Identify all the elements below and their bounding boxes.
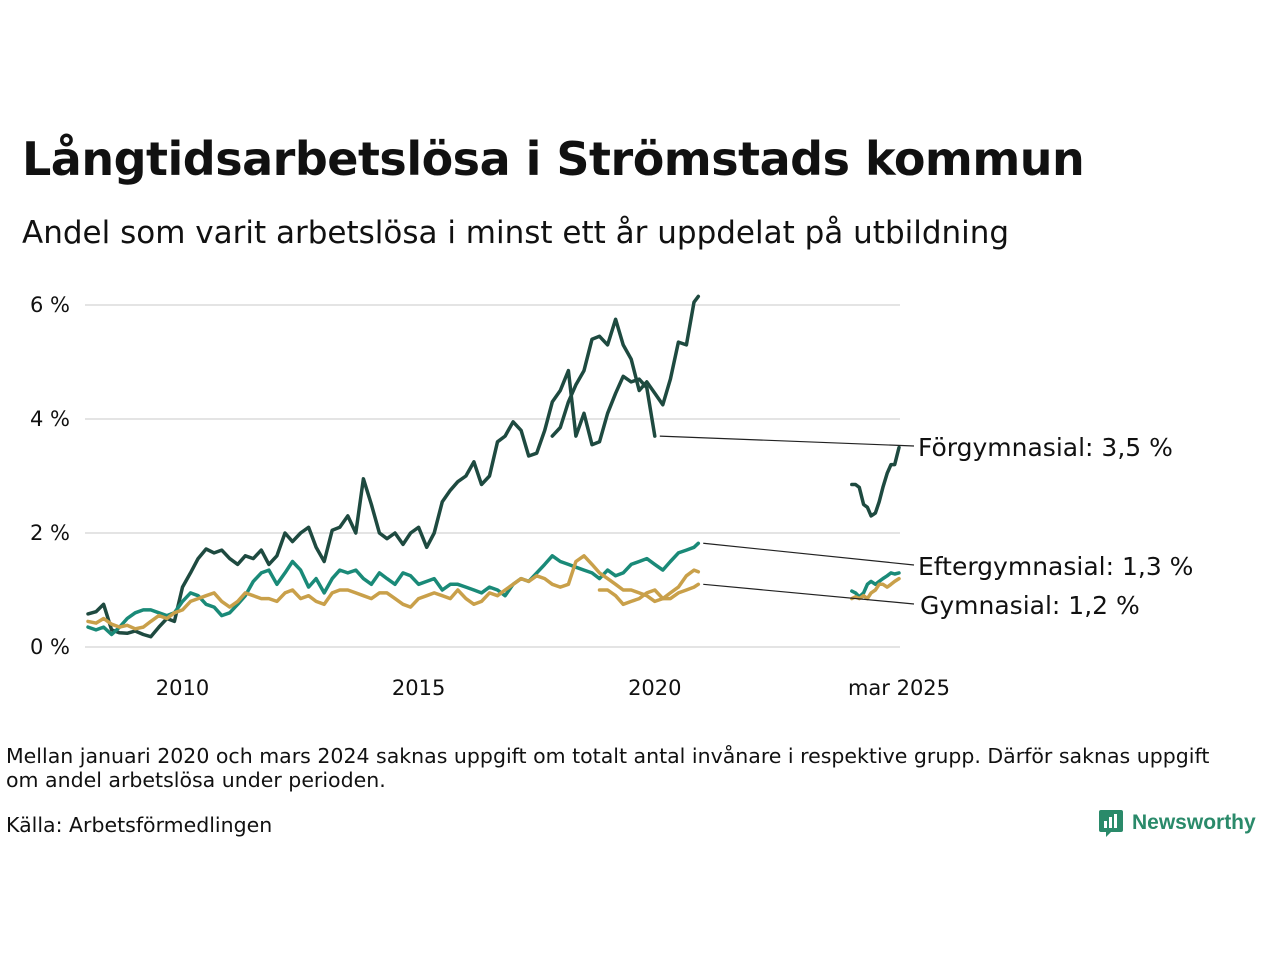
x-tick-label: 2020	[628, 676, 681, 700]
series-line	[850, 445, 901, 518]
x-axis: 2010 2015 2020 mar 2025	[156, 676, 950, 700]
grid	[85, 304, 900, 648]
label-leader-line	[703, 583, 915, 605]
series-line	[550, 294, 701, 438]
series-line	[86, 554, 701, 631]
footnote: Mellan januari 2020 och mars 2024 saknas…	[6, 744, 1210, 792]
line-chart: 0 % 2 % 4 % 6 % 2010 2015 2020 mar 2025 Förgym…	[30, 293, 1193, 700]
series-end-label: Eftergymnasial: 1,3 %	[918, 552, 1193, 581]
y-tick-label: 4 %	[30, 407, 70, 431]
label-leader-line	[703, 542, 915, 566]
label-leader-line	[659, 435, 915, 447]
series-lines	[86, 294, 901, 639]
brand-name: Newsworthy	[1132, 811, 1256, 834]
y-tick-label: 0 %	[30, 635, 70, 659]
series-end-label: Förgymnasial: 3,5 %	[918, 433, 1173, 462]
y-tick-label: 2 %	[30, 521, 70, 545]
series-line	[86, 368, 657, 639]
newsworthy-logo: Newsworthy	[1098, 808, 1256, 838]
page-title: Långtidsarbetslösa i Strömstads kommun	[22, 132, 1085, 186]
x-tick-label: 2010	[156, 676, 209, 700]
x-tick-label: 2015	[392, 676, 445, 700]
y-axis: 0 % 2 % 4 % 6 %	[30, 293, 70, 659]
series-end-label: Gymnasial: 1,2 %	[920, 591, 1140, 620]
source-text: Källa: Arbetsförmedlingen	[6, 813, 273, 837]
series-end-labels: Förgymnasial: 3,5 % Eftergymnasial: 1,3 %…	[659, 433, 1193, 620]
page-subtitle: Andel som varit arbetslösa i minst ett å…	[22, 215, 1010, 251]
x-tick-label: mar 2025	[848, 676, 950, 700]
y-tick-label: 6 %	[30, 293, 70, 317]
bar-chart-speech-bubble-icon	[1099, 810, 1123, 837]
series-line	[597, 568, 701, 607]
series-line	[86, 541, 701, 637]
